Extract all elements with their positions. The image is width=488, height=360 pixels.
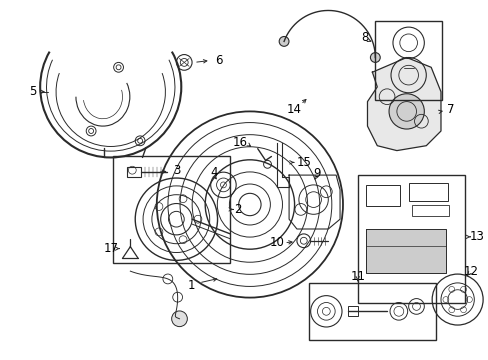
Text: 8: 8 — [360, 31, 367, 44]
Text: 6: 6 — [214, 54, 222, 67]
Text: 13: 13 — [469, 230, 484, 243]
Polygon shape — [365, 229, 445, 273]
Bar — [411, 204, 448, 216]
Bar — [112, 156, 230, 263]
Bar — [347, 306, 357, 316]
Text: 3: 3 — [172, 164, 180, 177]
Text: 4: 4 — [209, 166, 217, 179]
Text: 12: 12 — [463, 265, 478, 278]
Bar — [365, 185, 399, 207]
Text: 11: 11 — [349, 270, 365, 283]
Text: 1: 1 — [187, 279, 194, 292]
Text: 9: 9 — [312, 167, 320, 180]
Circle shape — [370, 53, 380, 62]
Bar — [408, 183, 447, 201]
Text: 10: 10 — [269, 236, 284, 249]
Polygon shape — [367, 58, 440, 150]
Circle shape — [388, 94, 424, 129]
Bar — [127, 167, 141, 177]
Text: 15: 15 — [296, 156, 310, 169]
Bar — [308, 283, 435, 340]
Circle shape — [279, 36, 288, 46]
Text: 2: 2 — [234, 203, 242, 216]
Bar — [357, 175, 465, 302]
Text: 14: 14 — [286, 103, 301, 116]
Text: 5: 5 — [29, 85, 36, 98]
Text: 16: 16 — [232, 136, 247, 149]
Bar — [375, 21, 441, 100]
Circle shape — [171, 311, 187, 327]
Text: 17: 17 — [103, 242, 118, 255]
Text: 7: 7 — [446, 103, 454, 116]
